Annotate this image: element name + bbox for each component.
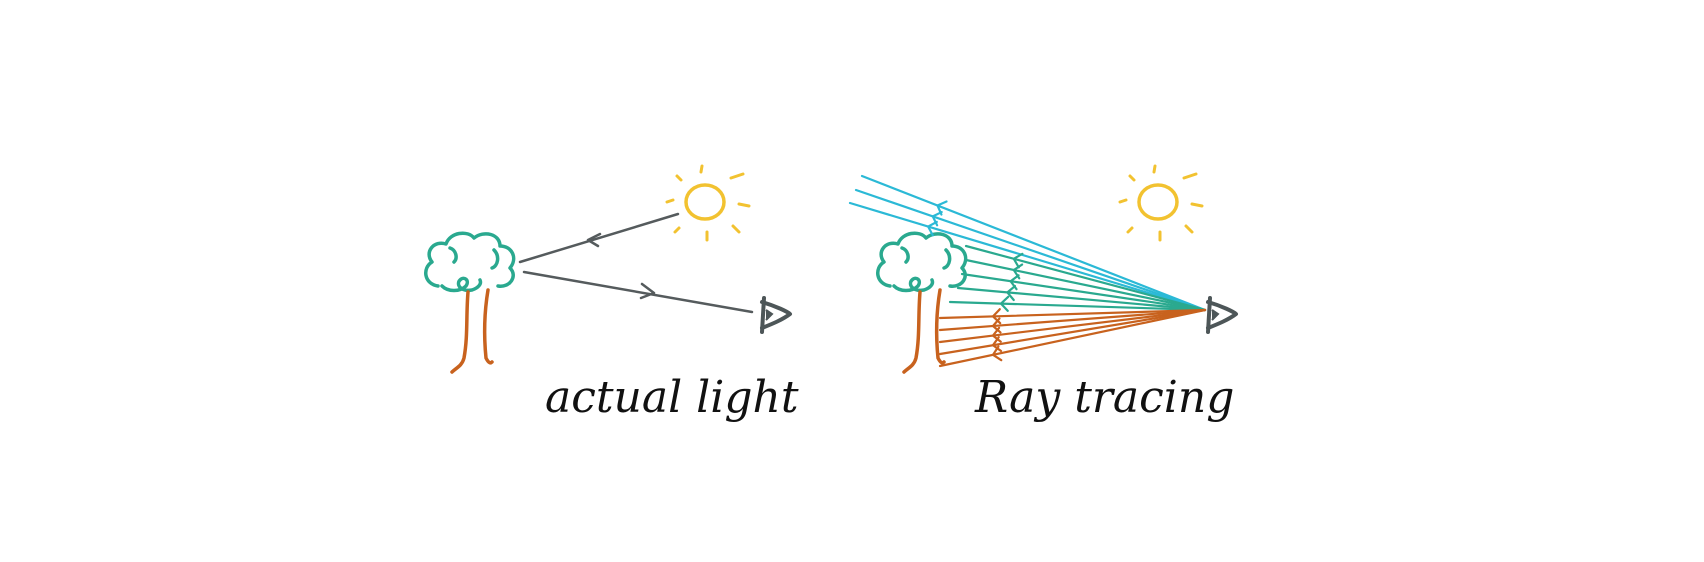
sky-ray	[860, 174, 1207, 312]
tree-ray	[964, 244, 1207, 312]
tree-ray	[956, 284, 1207, 312]
sun-icon	[1118, 164, 1204, 242]
traced-rays	[848, 174, 1207, 368]
ray-tracing-panel: Ray tracing	[848, 164, 1238, 423]
tree-icon	[424, 231, 516, 374]
light-ray-tree-to-eye	[522, 270, 754, 314]
sun-icon	[665, 164, 751, 242]
actual-light-panel: actual light	[424, 164, 799, 423]
eye-icon	[760, 296, 792, 334]
eye-icon	[1206, 296, 1238, 334]
sky-ray	[848, 201, 1207, 312]
actual-light-caption: actual light	[545, 372, 799, 423]
trunk-ray	[938, 308, 1207, 368]
ray-tracing-caption: Ray tracing	[974, 372, 1234, 423]
tree-ray	[948, 295, 1207, 312]
trunk-ray	[938, 308, 1207, 356]
light-ray-sun-to-tree	[518, 212, 680, 264]
